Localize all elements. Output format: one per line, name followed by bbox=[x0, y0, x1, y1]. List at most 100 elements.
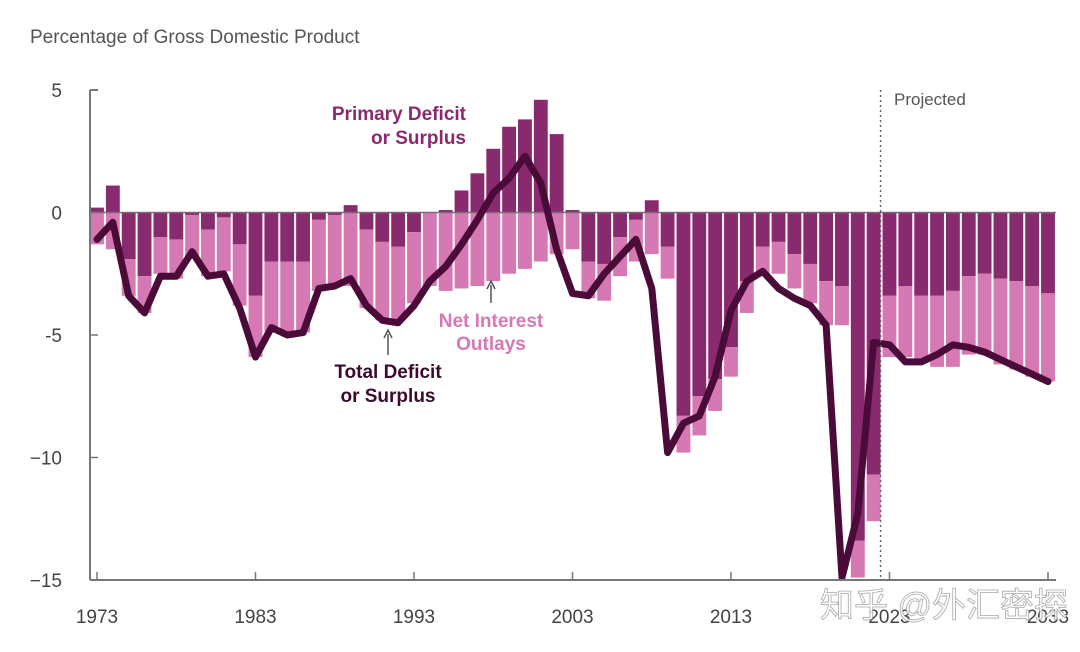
interest-bar bbox=[311, 219, 326, 291]
x-tick-label: 2033 bbox=[1027, 607, 1069, 628]
interest-bar bbox=[454, 212, 469, 289]
total-annotation-line1: Total Deficit bbox=[334, 362, 442, 383]
x-tick-label: 2003 bbox=[551, 607, 593, 628]
total-annotation-line2: or Surplus bbox=[340, 386, 435, 407]
interest-bar bbox=[755, 246, 770, 277]
projected-label: Projected bbox=[894, 90, 966, 109]
primary-bar bbox=[819, 212, 834, 282]
interest-bar bbox=[359, 229, 374, 309]
primary-bar bbox=[343, 205, 358, 213]
primary-bar bbox=[327, 212, 342, 215]
primary-bar bbox=[644, 200, 659, 213]
interest-bar bbox=[866, 474, 881, 522]
primary-bar bbox=[1025, 212, 1040, 286]
primary-bar bbox=[248, 212, 263, 296]
interest-bar bbox=[1041, 293, 1055, 382]
primary-bar bbox=[914, 212, 929, 296]
primary-bar bbox=[549, 134, 564, 213]
primary-bar bbox=[565, 210, 580, 213]
interest-bar bbox=[850, 540, 865, 578]
interest-bar bbox=[216, 217, 231, 272]
y-tick-label: 0 bbox=[51, 204, 62, 225]
primary-bar bbox=[597, 212, 612, 264]
interest-bar bbox=[486, 212, 501, 282]
interest-bar bbox=[977, 273, 992, 355]
primary-bar bbox=[105, 185, 120, 213]
primary-bar bbox=[1041, 212, 1055, 294]
primary-bar bbox=[581, 212, 596, 262]
primary-bar bbox=[359, 212, 374, 230]
primary-bar bbox=[930, 212, 944, 296]
x-tick-label: 2023 bbox=[868, 607, 910, 628]
interest-bar bbox=[565, 212, 580, 250]
interest-bar bbox=[264, 261, 279, 333]
primary-bar bbox=[121, 212, 136, 260]
primary-bar bbox=[185, 212, 200, 215]
x-tick-label: 1993 bbox=[393, 607, 435, 628]
primary-bar bbox=[502, 126, 517, 213]
primary-bar bbox=[438, 210, 453, 213]
primary-bar bbox=[755, 212, 770, 247]
primary-bar bbox=[137, 212, 152, 277]
primary-bar bbox=[470, 173, 485, 213]
interest-bar bbox=[391, 246, 406, 321]
primary-bar bbox=[771, 212, 786, 242]
primary-bar bbox=[628, 212, 643, 220]
interest-annotation-line1: Net Interest bbox=[439, 311, 544, 332]
interest-annotation-line2: Outlays bbox=[456, 334, 526, 355]
primary-annotation-line1: Primary Deficit bbox=[332, 104, 467, 125]
primary-bar bbox=[375, 212, 390, 242]
primary-bar bbox=[518, 119, 532, 213]
axes-layer: 5 0 -5 −10 −15 1973 1983 1993 2003 2013 2023 2033 bbox=[30, 81, 1069, 628]
annotations-layer: Primary Deficit or Surplus Net Interest … bbox=[332, 104, 544, 407]
primary-bar bbox=[961, 212, 976, 277]
interest-bar bbox=[327, 214, 342, 286]
interest-bar bbox=[1025, 286, 1040, 377]
interest-bar bbox=[407, 232, 421, 304]
primary-bar bbox=[311, 212, 326, 220]
y-tick-label: -5 bbox=[45, 326, 62, 347]
y-tick-label: −10 bbox=[30, 449, 62, 470]
interest-bar bbox=[787, 254, 802, 289]
interest-bar bbox=[914, 295, 929, 362]
x-tick-label: 1983 bbox=[234, 607, 276, 628]
interest-bar bbox=[343, 212, 358, 286]
interest-bar bbox=[898, 286, 913, 358]
interest-bar bbox=[771, 241, 786, 274]
y-tick-label: 5 bbox=[51, 81, 62, 102]
interest-bar bbox=[835, 286, 849, 326]
primary-bar bbox=[296, 212, 310, 262]
primary-bar bbox=[882, 212, 897, 296]
projection-layer: Projected bbox=[879, 90, 966, 580]
x-tick-label: 1973 bbox=[76, 607, 118, 628]
watermark: 知乎 @外汇密探 bbox=[820, 587, 1068, 625]
primary-bar bbox=[232, 212, 247, 245]
interest-bar bbox=[185, 214, 200, 257]
chart-subtitle: Percentage of Gross Domestic Product bbox=[30, 27, 360, 48]
interest-bar bbox=[1009, 281, 1024, 370]
primary-bar bbox=[391, 212, 406, 247]
primary-bar bbox=[739, 212, 754, 282]
bars-layer bbox=[90, 99, 1055, 578]
primary-bar bbox=[708, 212, 723, 380]
interest-bar bbox=[644, 212, 659, 255]
primary-bar bbox=[977, 212, 992, 274]
primary-bar bbox=[835, 212, 849, 286]
interest-bar bbox=[422, 212, 437, 286]
primary-bar bbox=[613, 212, 627, 237]
primary-bar bbox=[153, 212, 168, 237]
primary-bar bbox=[692, 212, 707, 397]
primary-bar bbox=[993, 212, 1008, 279]
interest-arrow-head bbox=[486, 279, 496, 290]
total-line-layer bbox=[93, 152, 1052, 581]
interest-bar bbox=[724, 347, 738, 377]
primary-bar bbox=[945, 212, 960, 291]
primary-bar bbox=[90, 207, 104, 213]
interest-bar bbox=[153, 237, 168, 274]
interest-bar bbox=[438, 212, 453, 291]
primary-bar bbox=[264, 212, 279, 262]
interest-bar bbox=[961, 276, 976, 355]
primary-bar bbox=[454, 190, 469, 213]
x-tick-label: 2013 bbox=[710, 607, 752, 628]
primary-bar bbox=[898, 212, 913, 286]
